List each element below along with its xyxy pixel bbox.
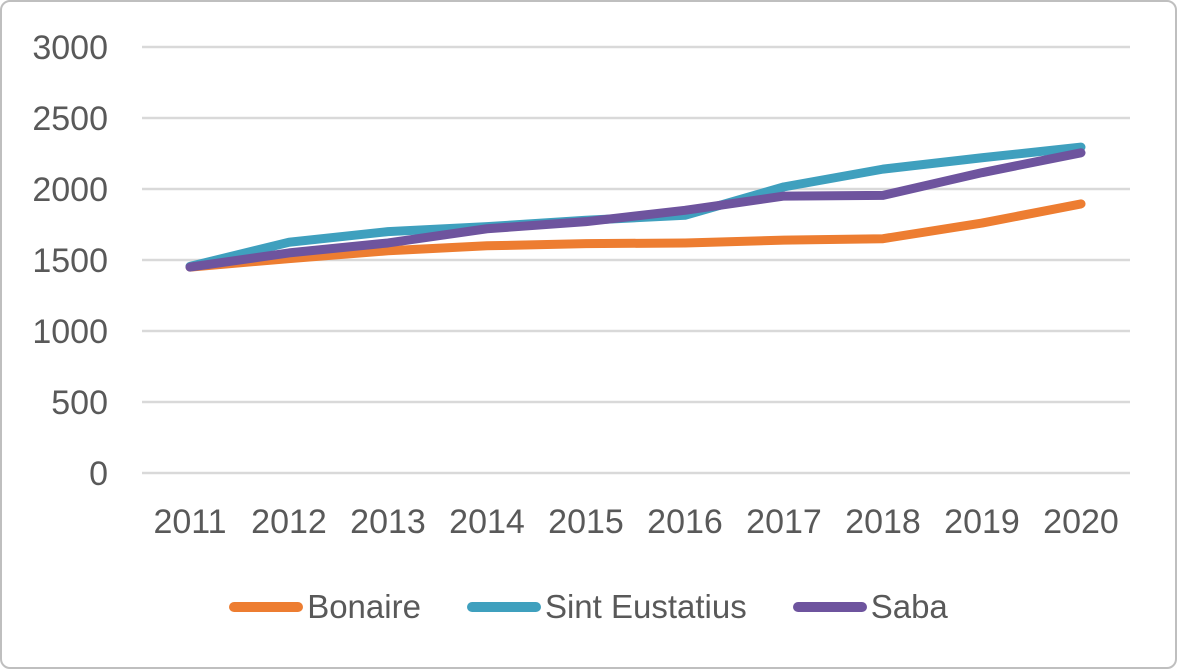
legend-swatch-bonaire-icon [229, 602, 304, 612]
legend-label-sint-eustatius: Sint Eustatius [544, 588, 747, 625]
y-axis-tick-label-1000: 1000 [32, 313, 108, 351]
line-chart-plot-area: 0 500 1000 1500 2000 2500 3000 2011 2012 2013 2014… [32, 29, 1130, 541]
y-axis-tick-label-500: 500 [51, 384, 108, 422]
chart-legend: Bonaire Sint Eustatius Saba [2, 588, 1175, 626]
y-axis-tick-label-3000: 3000 [32, 29, 108, 67]
x-axis-tick-label-2015: 2015 [548, 503, 624, 541]
legend-item-sint-eustatius: Sint Eustatius [466, 588, 747, 626]
legend-item-saba: Saba [792, 588, 948, 626]
x-axis-tick-label-2013: 2013 [350, 503, 426, 541]
x-axis-tick-label-2017: 2017 [746, 503, 822, 541]
x-axis-tick-label-2011: 2011 [153, 503, 226, 541]
legend-swatch-sint-eustatius-icon [466, 602, 541, 612]
x-axis-tick-label-2012: 2012 [251, 503, 327, 541]
y-axis-tick-label-1500: 1500 [32, 242, 108, 280]
x-axis-tick-label-2020: 2020 [1043, 503, 1119, 541]
legend-label-bonaire: Bonaire [307, 588, 421, 625]
series-line-bonaire [185, 199, 1086, 272]
x-axis-tick-label-2018: 2018 [845, 503, 921, 541]
legend-swatch-saba-icon [792, 602, 867, 612]
y-axis-tick-label-0: 0 [89, 455, 108, 493]
x-axis-tick-label-2016: 2016 [647, 503, 723, 541]
x-axis-tick-label-2014: 2014 [449, 503, 525, 541]
legend-label-saba: Saba [870, 588, 948, 625]
y-axis-tick-label-2000: 2000 [32, 171, 108, 209]
legend-item-bonaire: Bonaire [229, 588, 421, 626]
series-line-saba [185, 148, 1086, 272]
y-axis-tick-label-2500: 2500 [32, 100, 108, 138]
x-axis-tick-label-2019: 2019 [944, 503, 1020, 541]
